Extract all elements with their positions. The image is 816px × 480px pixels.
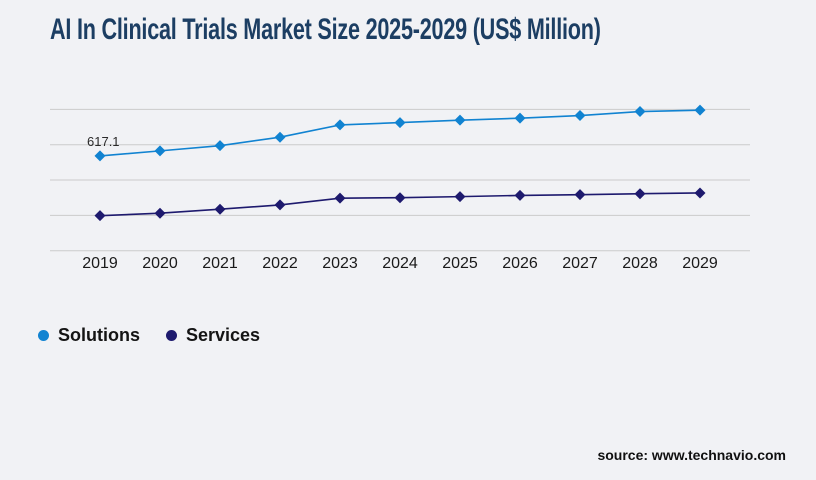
legend-label-solutions: Solutions bbox=[58, 324, 140, 345]
marker-solutions-2028 bbox=[634, 106, 646, 118]
legend-label-services: Services bbox=[186, 324, 261, 345]
marker-solutions-2023 bbox=[334, 119, 346, 131]
series-line-solutions bbox=[99, 109, 701, 157]
chart-title: AI In Clinical Trials Market Size 2025-2… bbox=[50, 13, 601, 46]
marker-solutions-2022 bbox=[274, 131, 286, 143]
x-tick-2029: 2029 bbox=[682, 255, 718, 272]
x-tick-2020: 2020 bbox=[142, 255, 178, 272]
marker-solutions-2026 bbox=[514, 112, 526, 124]
x-tick-2027: 2027 bbox=[562, 255, 598, 272]
marker-services-2019 bbox=[94, 210, 106, 222]
legend-item-solutions[interactable]: Solutions bbox=[38, 325, 140, 346]
marker-services-2027 bbox=[574, 189, 586, 201]
marker-solutions-2021 bbox=[214, 140, 226, 152]
marker-services-2020 bbox=[154, 207, 166, 219]
marker-services-2022 bbox=[274, 199, 286, 211]
legend: Solutions Services bbox=[38, 324, 286, 346]
data-label-solutions-2019: 617.1 bbox=[87, 134, 120, 149]
source-attribution: source: www.technavio.com bbox=[597, 447, 786, 463]
marker-services-2025 bbox=[454, 191, 466, 203]
marker-services-2029 bbox=[694, 187, 706, 199]
solutions-dot-icon bbox=[38, 329, 49, 341]
x-tick-2023: 2023 bbox=[322, 255, 358, 272]
marker-services-2026 bbox=[514, 189, 526, 201]
marker-solutions-2024 bbox=[394, 117, 406, 129]
x-tick-2024: 2024 bbox=[382, 255, 418, 272]
marker-solutions-2019 bbox=[94, 150, 106, 162]
x-tick-2022: 2022 bbox=[262, 255, 298, 272]
marker-services-2024 bbox=[394, 192, 406, 204]
x-tick-2021: 2021 bbox=[202, 255, 238, 272]
x-tick-2025: 2025 bbox=[442, 255, 478, 272]
services-dot-icon bbox=[166, 329, 177, 341]
x-tick-2019: 2019 bbox=[82, 255, 118, 272]
x-tick-2028: 2028 bbox=[622, 255, 658, 272]
marker-services-2021 bbox=[214, 203, 226, 215]
legend-item-services[interactable]: Services bbox=[166, 325, 260, 346]
marker-services-2023 bbox=[334, 192, 346, 204]
marker-solutions-2025 bbox=[454, 114, 466, 126]
marker-services-2028 bbox=[634, 188, 646, 200]
x-tick-2026: 2026 bbox=[502, 255, 538, 272]
marker-solutions-2027 bbox=[574, 110, 586, 122]
marker-solutions-2020 bbox=[154, 145, 166, 157]
marker-solutions-2029 bbox=[694, 104, 706, 116]
